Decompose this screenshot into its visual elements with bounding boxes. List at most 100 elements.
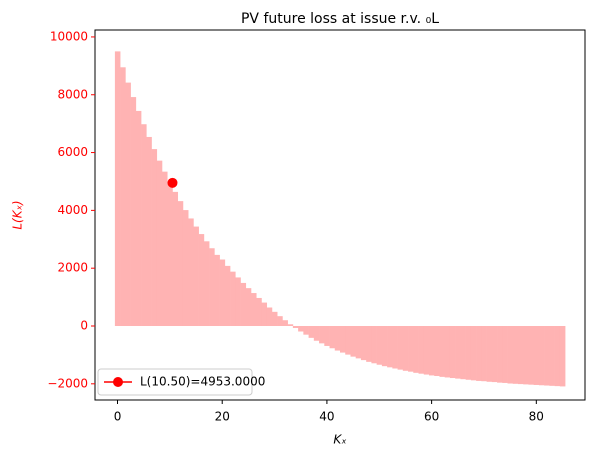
bar xyxy=(230,271,236,326)
bar xyxy=(324,326,330,346)
bar xyxy=(146,136,152,326)
bar xyxy=(502,326,508,383)
bar xyxy=(497,326,503,383)
bar xyxy=(449,326,456,379)
legend-box xyxy=(97,368,253,396)
x-tick-label: 60 xyxy=(424,410,439,424)
bar xyxy=(261,302,268,326)
bar xyxy=(235,277,241,326)
bar xyxy=(434,326,440,377)
bar xyxy=(507,326,514,384)
bar xyxy=(533,326,540,385)
bar xyxy=(476,326,482,381)
y-tick-label: −2000 xyxy=(47,376,88,390)
bar xyxy=(114,51,121,326)
y-axis-label: L(Kₓ) xyxy=(11,200,25,229)
bar xyxy=(413,326,419,373)
bar xyxy=(481,326,487,382)
bar xyxy=(455,326,461,379)
bar xyxy=(308,326,315,338)
bar xyxy=(203,241,210,326)
bar xyxy=(538,326,545,386)
bar xyxy=(387,326,393,368)
bar xyxy=(408,326,414,372)
bar xyxy=(491,326,498,383)
bar xyxy=(371,326,377,364)
bar xyxy=(334,326,341,351)
bar xyxy=(298,326,304,332)
bar xyxy=(245,288,252,326)
bar xyxy=(271,311,278,326)
bar xyxy=(350,326,357,357)
bar xyxy=(517,326,524,385)
bar xyxy=(193,226,199,326)
legend-marker xyxy=(113,377,123,387)
bar xyxy=(340,326,346,353)
point xyxy=(167,177,178,188)
bar xyxy=(528,326,534,385)
bar xyxy=(282,320,288,326)
bar xyxy=(392,326,398,369)
bar xyxy=(209,248,215,326)
bar xyxy=(329,326,336,349)
bar xyxy=(156,160,163,326)
bar xyxy=(402,326,409,371)
bar xyxy=(444,326,451,378)
bar xyxy=(287,324,294,326)
bar xyxy=(418,326,425,374)
y-tick-label: 10000 xyxy=(50,29,88,43)
bar xyxy=(397,326,404,370)
bar xyxy=(465,326,472,380)
y-tick-label: 2000 xyxy=(57,261,88,275)
bar xyxy=(120,67,126,326)
bar xyxy=(559,326,566,387)
bar xyxy=(167,182,173,326)
axes-frame xyxy=(94,29,586,401)
bar xyxy=(486,326,493,382)
bar xyxy=(313,326,320,341)
bar xyxy=(292,326,299,329)
bar xyxy=(224,265,231,326)
bar xyxy=(303,326,309,335)
bar xyxy=(512,326,519,384)
bar xyxy=(554,326,561,387)
chart-title: PV future loss at issue r.v. ₀L xyxy=(241,11,439,27)
bar xyxy=(366,326,372,362)
bar xyxy=(376,326,383,365)
bar xyxy=(460,326,466,380)
bar xyxy=(470,326,477,381)
bar xyxy=(240,282,247,326)
x-axis-label: Kₓ xyxy=(333,433,346,447)
bar xyxy=(177,201,184,326)
bar xyxy=(135,110,142,326)
bar xyxy=(256,297,262,326)
y-tick-label: 6000 xyxy=(57,145,88,159)
bar xyxy=(251,293,257,326)
bar xyxy=(345,326,351,355)
bar xyxy=(355,326,362,359)
bar xyxy=(219,259,226,326)
bar xyxy=(381,326,388,367)
bar xyxy=(319,326,325,344)
bar xyxy=(277,316,283,326)
bar xyxy=(266,307,273,326)
bar xyxy=(360,326,367,361)
bar xyxy=(214,254,220,326)
bar xyxy=(172,191,179,326)
bar xyxy=(549,326,555,386)
x-tick-label: 40 xyxy=(319,410,334,424)
bar xyxy=(198,234,205,326)
bar xyxy=(182,210,189,326)
bar xyxy=(130,97,137,326)
bar xyxy=(151,149,158,326)
y-tick-label: 0 xyxy=(80,319,88,333)
y-tick-label: 4000 xyxy=(57,203,88,217)
bar xyxy=(544,326,550,386)
x-tick-label: 20 xyxy=(215,410,230,424)
bar xyxy=(162,171,168,326)
bar xyxy=(141,124,147,326)
bar xyxy=(428,326,435,376)
legend-label: L(10.50)=4953.0000 xyxy=(140,375,265,389)
bar xyxy=(523,326,529,385)
